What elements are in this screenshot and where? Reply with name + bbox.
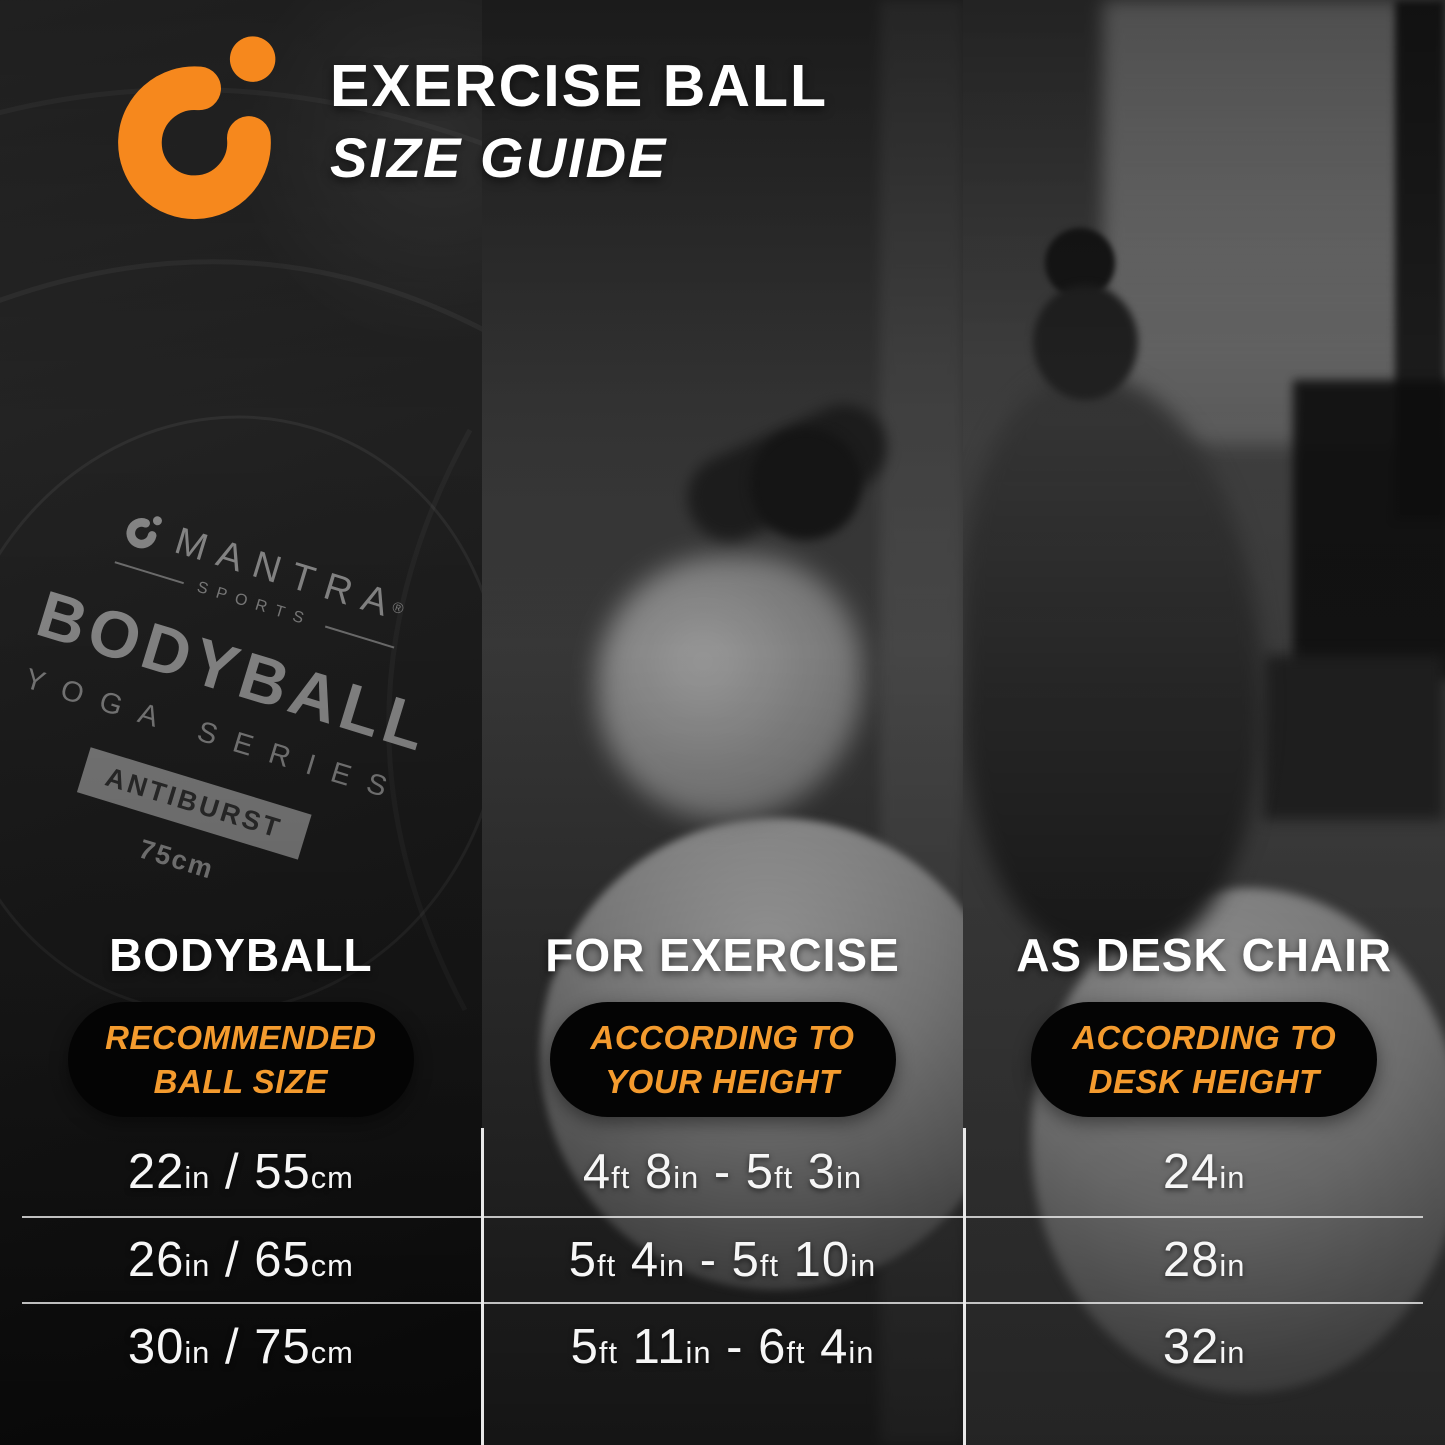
table-cell-desk-height: 32in xyxy=(1162,1320,1246,1374)
table-cell-desk-height: 28in xyxy=(1162,1233,1246,1287)
mantra-logo-icon xyxy=(118,36,276,220)
row-divider xyxy=(22,1216,1423,1218)
column-header-as-desk-chair: AS DESK CHAIR xyxy=(1016,929,1393,981)
pill-line-2: YOUR HEIGHT xyxy=(605,1062,840,1100)
title-line-1: EXERCISE BALL xyxy=(330,53,829,119)
brand-header: EXERCISE BALL SIZE GUIDE xyxy=(118,30,828,230)
column-header-bodyball: BODYBALL xyxy=(109,929,373,981)
photo-panel-ball-closeup: MANTRA® SPORTS BODYBALL YOGA SERIES ANTI… xyxy=(0,0,482,1445)
column-as-desk-chair: AS DESK CHAIR ACCORDING TO DESK HEIGHT xyxy=(963,928,1445,1118)
pill-line-2: DESK HEIGHT xyxy=(1088,1062,1320,1100)
pill-line-1: ACCORDING TO xyxy=(1072,1019,1337,1056)
column-headers: BODYBALL RECOMMENDED BALL SIZE FOR EXERC… xyxy=(0,928,1445,1118)
table-cell-height-range: 4ft 8in - 5ft 3in xyxy=(582,1145,863,1199)
row-divider xyxy=(22,1302,1423,1304)
column-bodyball: BODYBALL RECOMMENDED BALL SIZE xyxy=(0,928,482,1118)
photo-panel-desk-chair xyxy=(963,0,1445,1445)
panel3-shade-overlay xyxy=(963,0,1445,1445)
column-divider xyxy=(481,1128,484,1445)
desk-shape xyxy=(1263,655,1445,820)
pill-line-1: RECOMMENDED xyxy=(105,1019,377,1056)
table-row: 22in / 55cm 4ft 8in - 5ft 3in 24in xyxy=(0,1128,1445,1216)
desk-chair-ball-shape xyxy=(1031,888,1445,1393)
title-line-2: SIZE GUIDE xyxy=(330,125,668,189)
person-head-shape xyxy=(1033,285,1139,400)
table-row: 26in / 65cm 5ft 4in - 5ft 10in 28in xyxy=(0,1218,1445,1302)
table-cell-desk-height: 24in xyxy=(1162,1145,1246,1199)
pill-line-1: ACCORDING TO xyxy=(590,1019,855,1056)
pill-according-to-desk-height: ACCORDING TO DESK HEIGHT xyxy=(1031,1002,1378,1118)
column-divider xyxy=(963,1128,966,1445)
panel2-shade-overlay xyxy=(481,0,964,1445)
table-cell-height-range: 5ft 11in - 6ft 4in xyxy=(570,1320,875,1374)
pill-line-2: BALL SIZE xyxy=(153,1062,329,1100)
table-row: 30in / 75cm 5ft 11in - 6ft 4in 32in xyxy=(0,1304,1445,1390)
pill-recommended-ball-size: RECOMMENDED BALL SIZE xyxy=(67,1002,414,1118)
table-cell-ball-size: 30in / 75cm xyxy=(127,1320,354,1374)
table-cell-ball-size: 26in / 65cm xyxy=(127,1233,354,1287)
size-table: 22in / 55cm 4ft 8in - 5ft 3in 24in 26in … xyxy=(0,1128,1445,1390)
pill-according-to-your-height: ACCORDING TO YOUR HEIGHT xyxy=(549,1002,896,1118)
window-light-decoration xyxy=(1103,0,1445,445)
panel1-shade-overlay xyxy=(0,0,482,1445)
table-cell-ball-size: 22in / 55cm xyxy=(127,1145,354,1199)
page-title: EXERCISE BALL SIZE GUIDE xyxy=(330,30,828,190)
table-cell-height-range: 5ft 4in - 5ft 10in xyxy=(568,1233,877,1287)
monitor-shape xyxy=(1293,380,1445,680)
column-header-for-exercise: FOR EXERCISE xyxy=(545,929,900,981)
column-for-exercise: FOR EXERCISE ACCORDING TO YOUR HEIGHT xyxy=(482,928,964,1118)
